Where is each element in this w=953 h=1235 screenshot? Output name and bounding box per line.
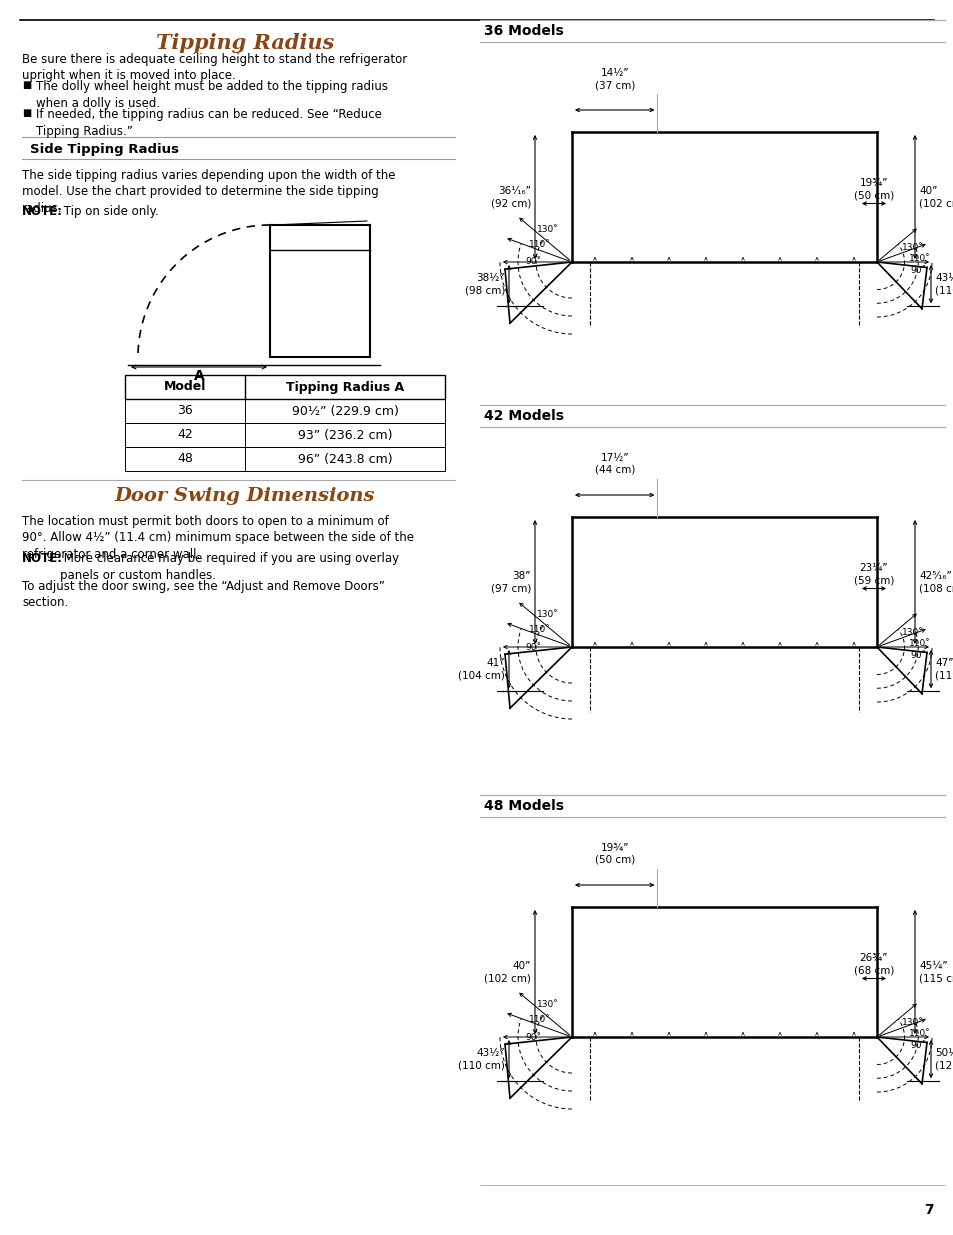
Text: 96” (243.8 cm): 96” (243.8 cm) [297,452,392,466]
Text: 40”
(102 cm): 40” (102 cm) [483,961,531,983]
Text: 26¾”
(68 cm): 26¾” (68 cm) [853,953,893,976]
Bar [125,447,444,471]
Text: Be sure there is adequate ceiling height to stand the refrigerator
upright when : Be sure there is adequate ceiling height… [22,53,407,83]
Text: 110˚: 110˚ [907,638,929,648]
Text: 36¹⁄₁₆”
(92 cm): 36¹⁄₁₆” (92 cm) [490,185,531,209]
Text: 110˚: 110˚ [528,241,550,249]
Text: 50½”
(128 cm): 50½” (128 cm) [934,1049,953,1071]
Text: 17½”
(44 cm): 17½” (44 cm) [594,452,635,475]
Text: 47”
(119 cm): 47” (119 cm) [934,658,953,680]
Text: If needed, the tipping radius can be reduced. See “Reduce
Tipping Radius.”: If needed, the tipping radius can be red… [36,107,381,137]
Text: 14½”
(37 cm): 14½” (37 cm) [594,68,635,90]
Text: 42: 42 [177,429,193,441]
Text: 130˚: 130˚ [902,1018,923,1028]
Text: 36: 36 [177,405,193,417]
Text: Door Swing Dimensions: Door Swing Dimensions [114,487,375,505]
Text: 48: 48 [177,452,193,466]
Text: 110˚: 110˚ [528,625,550,635]
Text: NOTE:: NOTE: [22,552,63,564]
Text: 110˚: 110˚ [907,1029,929,1037]
Text: 43½”
(110 cm): 43½” (110 cm) [457,1049,504,1071]
Text: 38½”
(98 cm): 38½” (98 cm) [464,273,504,295]
Text: 130˚: 130˚ [537,610,558,619]
Text: Side Tipping Radius: Side Tipping Radius [30,143,179,156]
Text: ■: ■ [22,80,31,90]
Text: ■: ■ [22,107,31,119]
Text: 7: 7 [923,1203,933,1216]
Text: 41”
(104 cm): 41” (104 cm) [457,658,504,680]
Text: 38”
(97 cm): 38” (97 cm) [490,571,531,593]
Text: 90˚: 90˚ [910,651,925,659]
Text: 43½”
(110 cm): 43½” (110 cm) [934,273,953,295]
Text: 130˚: 130˚ [902,243,923,252]
Text: 45¼”
(115 cm): 45¼” (115 cm) [918,961,953,983]
Text: 19¾”
(50 cm): 19¾” (50 cm) [594,842,634,864]
Text: 130˚: 130˚ [902,629,923,637]
Text: 130˚: 130˚ [537,225,558,235]
Text: The dolly wheel height must be added to the tipping radius
when a dolly is used.: The dolly wheel height must be added to … [36,80,388,110]
Bar [125,399,444,424]
Text: 110˚: 110˚ [907,253,929,263]
Text: 130˚: 130˚ [537,1000,558,1009]
Text: 110˚: 110˚ [528,1015,550,1024]
Text: 93” (236.2 cm): 93” (236.2 cm) [297,429,392,441]
Text: The side tipping radius varies depending upon the width of the
model. Use the ch: The side tipping radius varies depending… [22,169,395,215]
Text: 23¼”
(59 cm): 23¼” (59 cm) [853,563,893,585]
Text: More clearance may be required if you are using overlay
panels or custom handles: More clearance may be required if you ar… [60,552,398,582]
Text: 90˚: 90˚ [910,1041,925,1050]
Text: 90˚: 90˚ [525,642,541,652]
Text: The location must permit both doors to open to a minimum of
90°. Allow 4½” (11.4: The location must permit both doors to o… [22,515,414,561]
Text: 36 Models: 36 Models [483,23,563,38]
Text: NOTE:: NOTE: [22,205,63,219]
Text: 90½” (229.9 cm): 90½” (229.9 cm) [292,405,398,417]
Text: Tipping Radius A: Tipping Radius A [286,380,404,394]
Text: 19¾”
(50 cm): 19¾” (50 cm) [853,178,893,200]
Text: 42 Models: 42 Models [483,409,563,424]
Text: Tip on side only.: Tip on side only. [60,205,158,219]
Text: Tipping Radius: Tipping Radius [155,33,334,53]
Text: 90˚: 90˚ [525,1032,541,1041]
Bar [125,375,444,399]
Text: 42⁵⁄₁₆”
(108 cm): 42⁵⁄₁₆” (108 cm) [918,571,953,593]
Text: 40”
(102 cm): 40” (102 cm) [918,185,953,209]
Bar [125,424,444,447]
Text: Model: Model [164,380,206,394]
Text: To adjust the door swing, see the “Adjust and Remove Doors”
section.: To adjust the door swing, see the “Adjus… [22,580,384,610]
Text: A: A [193,369,204,383]
Text: 48 Models: 48 Models [483,799,563,813]
Text: 90˚: 90˚ [525,258,541,267]
Text: 90˚: 90˚ [910,266,925,275]
